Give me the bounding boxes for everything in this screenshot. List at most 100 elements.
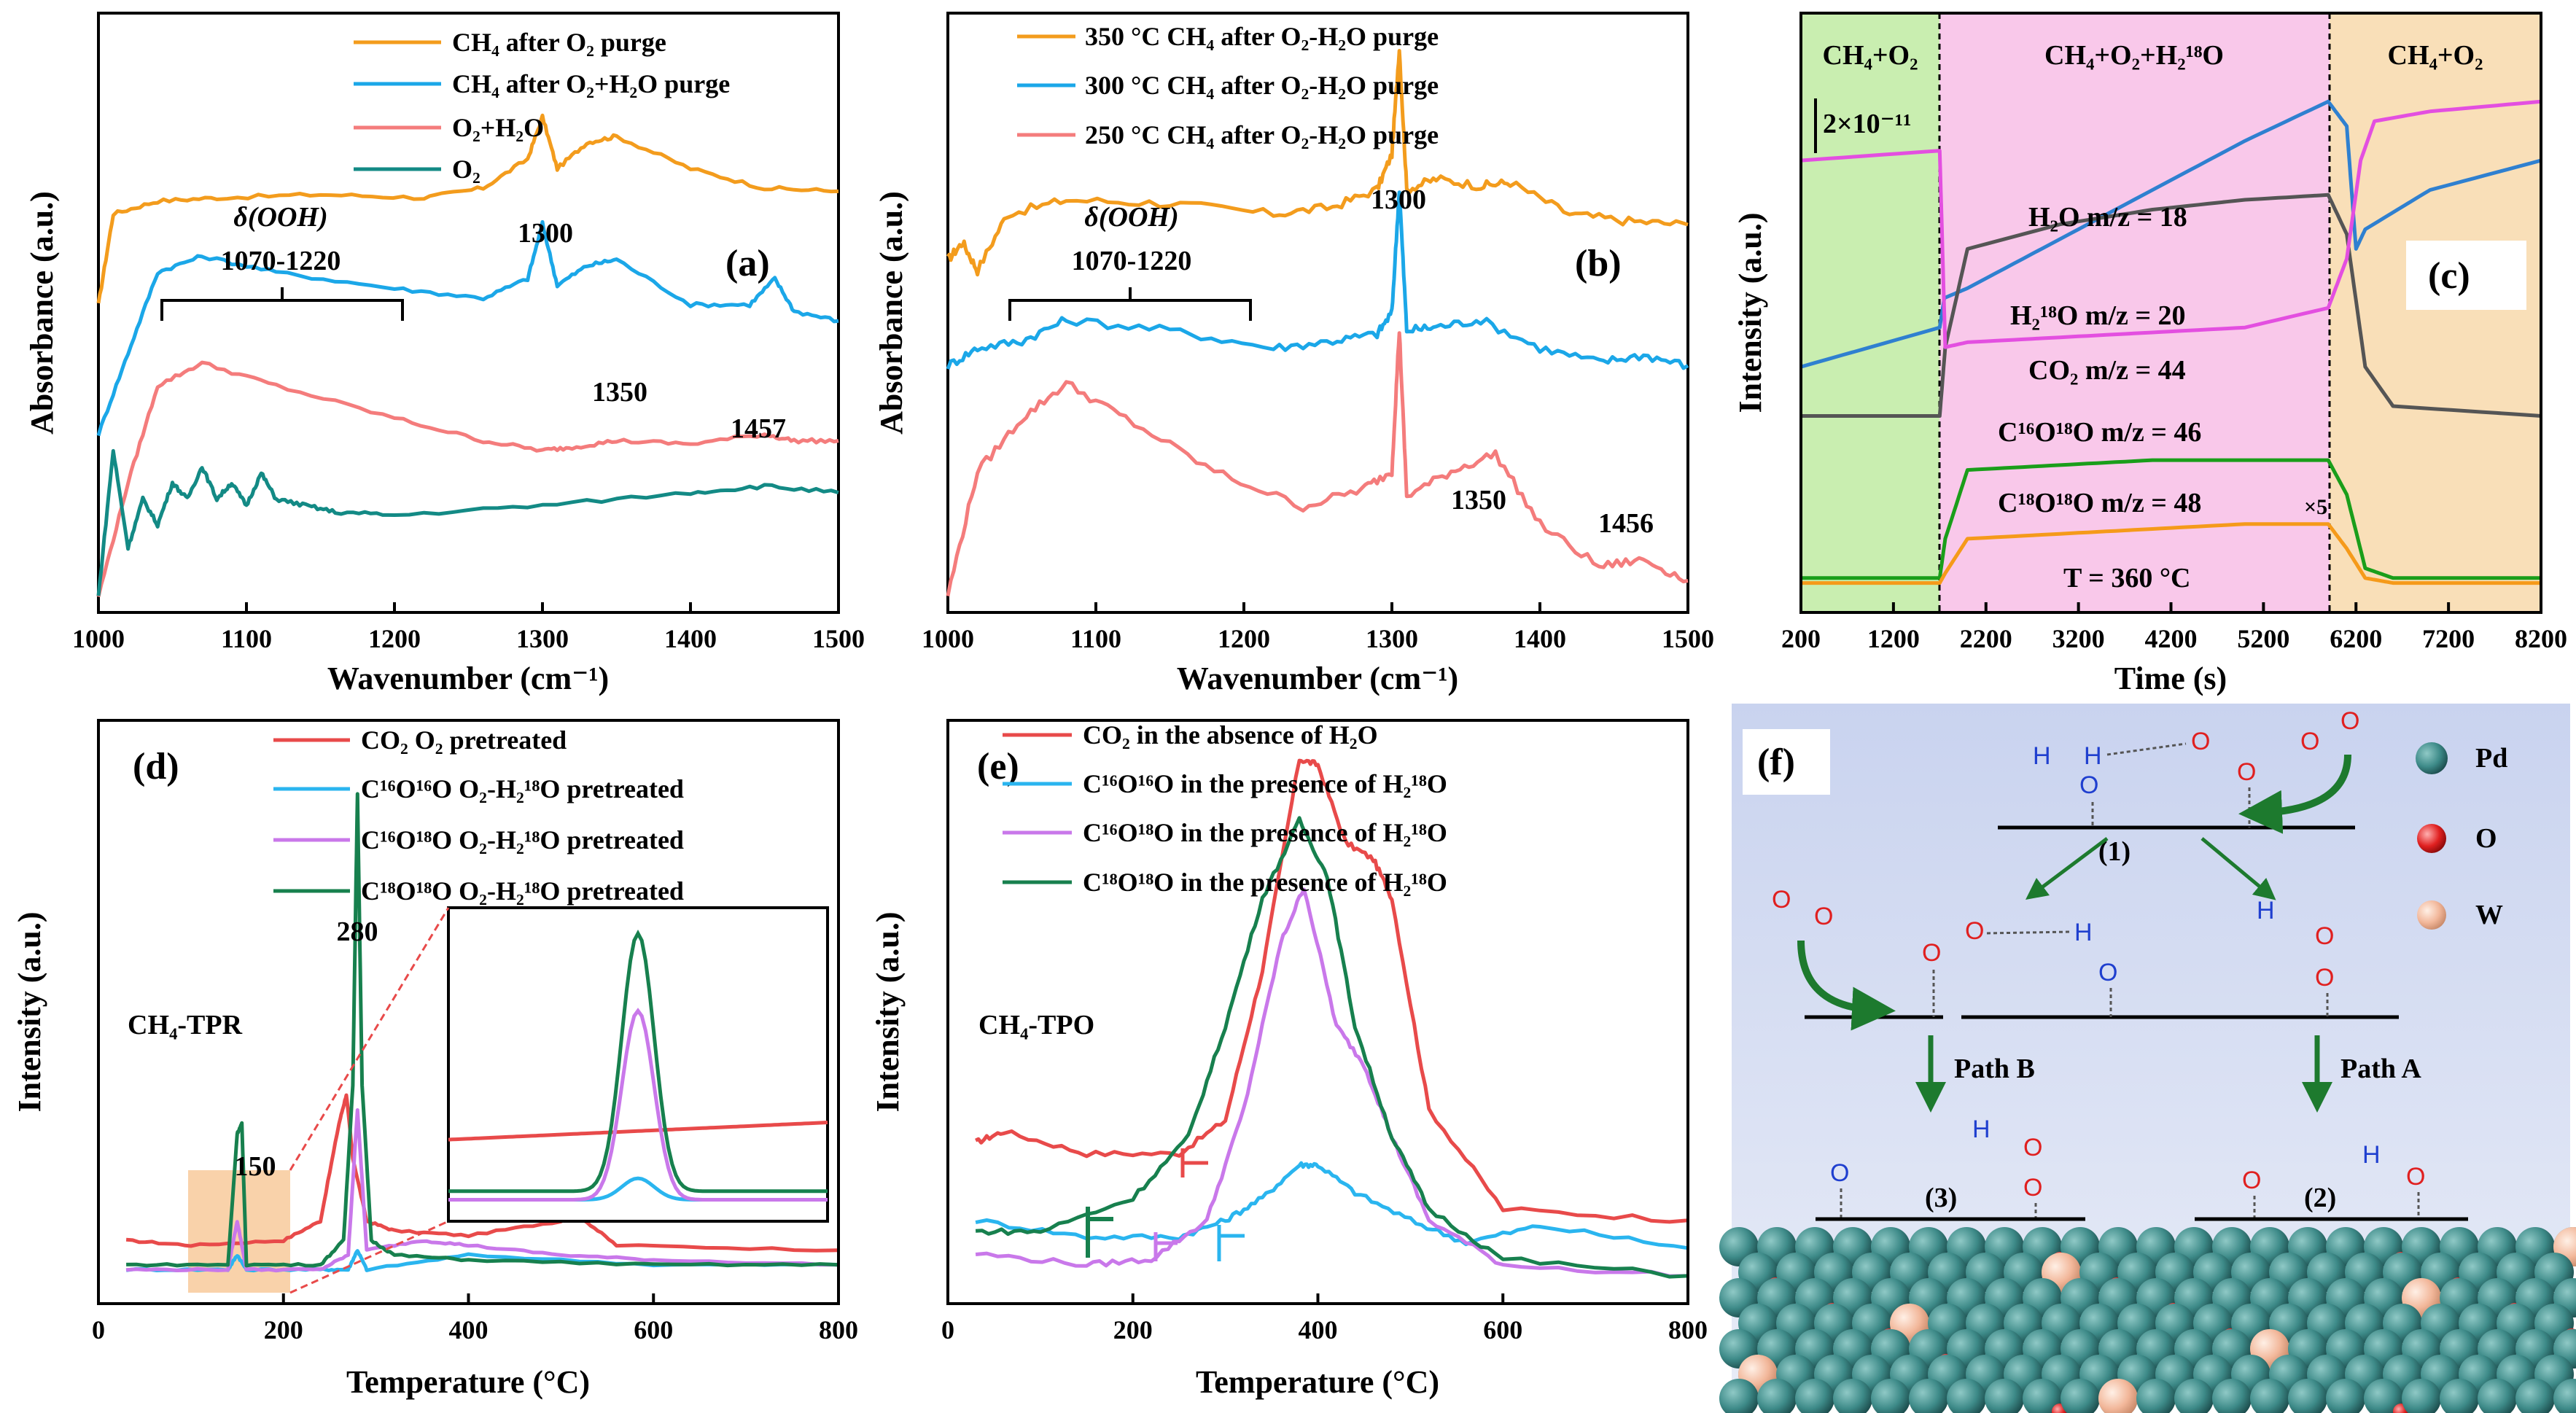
panel-a: 1000 1100 1200 1300 1400 1500 Wavenumber (cm⁻… xyxy=(24,12,865,696)
legend-label: C¹⁶O¹⁶O in the presence of H₂¹⁸O xyxy=(1083,769,1447,798)
x-tick-label: 1400 xyxy=(664,624,717,653)
annotation: 1070-1220 xyxy=(221,246,341,276)
atom-o: O xyxy=(1922,939,1941,967)
panel-b-ylabel: Absorbance (a.u.) xyxy=(873,191,909,435)
path-label: Path B xyxy=(1954,1054,2035,1084)
panel-a-xlabel: Wavenumber (cm⁻¹) xyxy=(327,661,609,696)
x-tick-label: 5200 xyxy=(2237,624,2289,653)
panel-d-legend: CO₂ O₂ pretreated C¹⁶O¹⁶O O₂-H₂¹⁸O pretr… xyxy=(273,725,684,906)
hbond xyxy=(1986,930,2071,935)
annotation: δ(OOH) xyxy=(233,202,327,233)
atom-o: O xyxy=(1772,886,1791,914)
annotation: 1350 xyxy=(1451,485,1506,515)
x-tick-label: 400 xyxy=(449,1315,489,1344)
legend-label: 350 °C CH₄ after O₂-H₂O purge xyxy=(1085,22,1439,51)
legend-label: O xyxy=(2475,823,2497,854)
onset-marker xyxy=(1217,1225,1245,1261)
inset-series xyxy=(448,930,828,1202)
legend-label: C¹⁶O¹⁶O O₂-H₂¹⁸O pretreated xyxy=(361,774,684,803)
legend-w-ball xyxy=(2417,900,2446,930)
atom-h: H xyxy=(2362,1141,2381,1169)
panel-b-label: (b) xyxy=(1575,243,1622,284)
x-tick-label: 200 xyxy=(1781,624,1821,653)
panel-b-series xyxy=(946,49,1689,596)
inset-frame xyxy=(447,906,829,1223)
branch-arrow xyxy=(2026,837,2109,900)
brace xyxy=(1008,287,1252,321)
x-tick-label: 0 xyxy=(92,1315,105,1344)
pd-atom xyxy=(2553,1379,2576,1413)
atom-o: O xyxy=(2315,964,2334,992)
legend-label: O₂ xyxy=(452,155,480,184)
atom-o: O xyxy=(2023,1174,2042,1202)
legend-label: CH₄ after O₂+H₂O purge xyxy=(452,69,730,98)
atom-o: O xyxy=(2079,771,2098,799)
panel-b-frame xyxy=(946,12,1689,614)
series-line-2 xyxy=(975,1161,1689,1250)
series-label: C¹⁸O¹⁸O m/z = 48 xyxy=(1998,488,2201,518)
x-tick-label: 1300 xyxy=(1366,624,1418,653)
legend-label: C¹⁸O¹⁸O in the presence of H₂¹⁸O xyxy=(1083,868,1447,897)
pd-atom xyxy=(2478,1379,2517,1413)
products-path-a: O H O xyxy=(2242,1141,2425,1218)
panel-e-xlabel: Temperature (°C) xyxy=(1196,1364,1439,1400)
panel-d-ylabel: Intensity (a.u.) xyxy=(12,911,47,1112)
panel-a-ylabel: Absorbance (a.u.) xyxy=(24,191,60,435)
annotation: T = 360 °C xyxy=(2063,563,2190,593)
panel-c-label: (c) xyxy=(2428,255,2470,297)
x-tick-label: 6200 xyxy=(2330,624,2382,653)
pd-atom xyxy=(1871,1379,1910,1413)
legend-label: C¹⁶O¹⁸O in the presence of H₂¹⁸O xyxy=(1083,818,1447,847)
zoom-guide xyxy=(289,907,450,1171)
panel-d-xlabel: Temperature (°C) xyxy=(346,1364,590,1400)
series-label: CO₂ m/z = 44 xyxy=(2028,355,2186,386)
pd-atom xyxy=(2136,1379,2176,1413)
x-tick-label: 1100 xyxy=(221,624,272,653)
annotation: 150 xyxy=(235,1151,276,1182)
pd-atom xyxy=(2515,1379,2555,1413)
pd-atom xyxy=(2174,1379,2214,1413)
panel-f: (f) Pd O W (1) H H O O O O O xyxy=(1719,704,2576,1413)
annotation: 1457 xyxy=(731,413,786,444)
pd-atom xyxy=(2250,1379,2289,1413)
series-line-3 xyxy=(975,887,1689,1278)
series-label: C¹⁶O¹⁸O m/z = 46 xyxy=(1998,417,2201,448)
x-tick-label: 3200 xyxy=(2052,624,2105,653)
pd-atom xyxy=(1947,1379,1986,1413)
legend-pd-ball xyxy=(2416,742,2448,774)
x-tick-label: 1400 xyxy=(1514,624,1566,653)
panel-a-series xyxy=(96,113,839,598)
atom-o: O xyxy=(2098,959,2117,986)
pd-atom xyxy=(1795,1379,1834,1413)
panel-b: 1000 1100 1200 1300 1400 1500 Wavenumber (cm⁻… xyxy=(873,12,1714,696)
panel-b-xticks: 1000 1100 1200 1300 1400 1500 xyxy=(922,602,1714,653)
series-line-2 xyxy=(125,1249,839,1273)
atom-o: O xyxy=(1965,917,1984,945)
series-line-1 xyxy=(946,49,1689,277)
x-tick-label: 1100 xyxy=(1070,624,1121,653)
pd-atom xyxy=(1719,1379,1759,1413)
series-line-2 xyxy=(96,219,839,437)
brace xyxy=(160,287,404,321)
series-line-4 xyxy=(126,792,839,1268)
pd-atom xyxy=(1909,1379,1948,1413)
annotation: ×5 xyxy=(2304,495,2327,519)
atom-h: H xyxy=(1972,1116,1991,1143)
x-tick-label: 200 xyxy=(1113,1315,1153,1344)
legend-label: CO₂ in the absence of H₂O xyxy=(1083,720,1378,750)
x-tick-label: 600 xyxy=(1483,1315,1522,1344)
legend-label: CO₂ O₂ pretreated xyxy=(361,725,567,755)
annotation: 280 xyxy=(337,916,378,947)
atom-o: O xyxy=(2315,922,2334,950)
x-tick-label: 1000 xyxy=(72,624,125,653)
atom-o: O xyxy=(2340,707,2359,735)
series-line-3 xyxy=(96,360,839,598)
x-tick-label: 2200 xyxy=(1960,624,2012,653)
onset-marker xyxy=(1180,1148,1208,1178)
annotation: 1300 xyxy=(1371,184,1426,215)
legend-label: Pd xyxy=(2475,743,2507,774)
x-tick-label: 200 xyxy=(264,1315,303,1344)
region-1 xyxy=(1801,13,1939,612)
step-label: (2) xyxy=(2304,1183,2336,1213)
